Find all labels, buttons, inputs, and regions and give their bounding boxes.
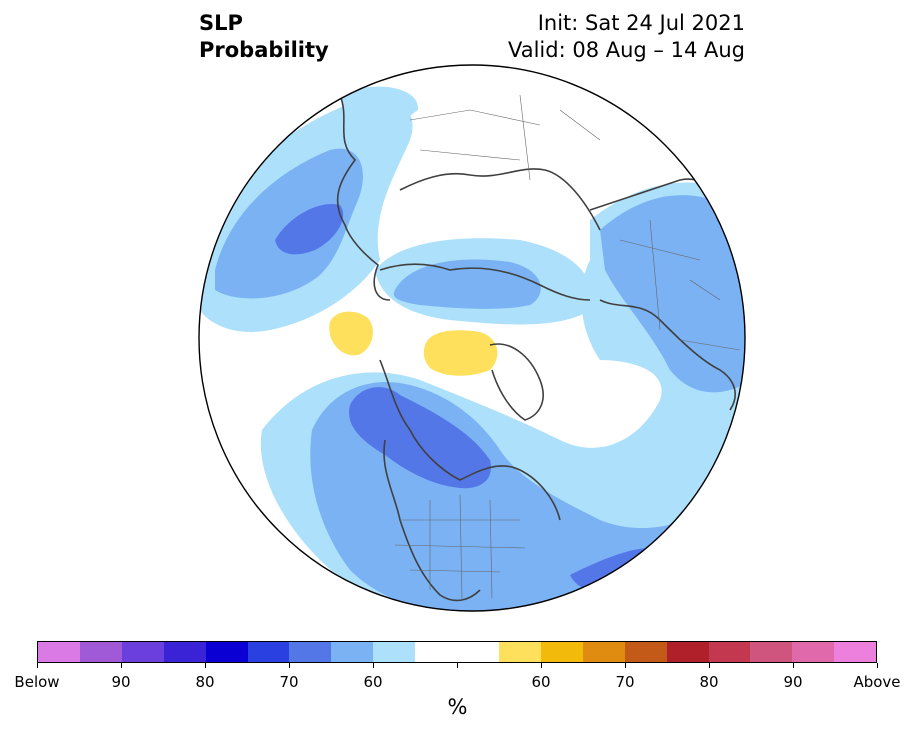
colorbar-segment [666, 642, 709, 662]
map-boundary [198, 64, 746, 612]
colorbar-tick [709, 663, 710, 668]
colorbar-tick [121, 663, 122, 668]
map-dates: Init: Sat 24 Jul 2021 Valid: 08 Aug – 14… [508, 10, 745, 64]
region-light-blue-north [340, 86, 419, 175]
colorbar-label: 90 [783, 673, 803, 691]
colorbar-segment [289, 642, 332, 662]
colorbar-tick [205, 663, 206, 668]
colorbar-segment [498, 642, 541, 662]
colorbar-segment [38, 642, 80, 662]
colorbar-label: 80 [699, 673, 719, 691]
colorbar-segment [163, 642, 206, 662]
colorbar-segment [582, 642, 625, 662]
colorbar-segment [373, 642, 416, 662]
colorbar-segment [834, 642, 877, 662]
colorbar-label: 80 [195, 673, 215, 691]
colorbar-segment [79, 642, 122, 662]
region-dark-blue-canada [349, 387, 491, 489]
colorbar-tick [877, 663, 878, 668]
colorbar-label: 70 [279, 673, 299, 691]
colorbar [37, 641, 877, 663]
colorbar-label: 90 [111, 673, 131, 691]
valid-range: Valid: 08 Aug – 14 Aug [507, 38, 745, 62]
colorbar-ticks [37, 663, 878, 669]
colorbar-label: 70 [615, 673, 635, 691]
colorbar-segment [792, 642, 835, 662]
borders [394, 94, 741, 601]
colorbar-segment [708, 642, 751, 662]
colorbar-unit: % [447, 695, 468, 719]
colorbar-label: Above [853, 673, 901, 691]
region-dark-blue-pacific [275, 204, 344, 255]
colorbar-tick [289, 663, 290, 668]
colorbar-tick [541, 663, 542, 668]
colorbar-segment [205, 642, 248, 662]
colorbar-label: 60 [363, 673, 383, 691]
colorbar-label: 60 [531, 673, 551, 691]
colorbar-tick [37, 663, 38, 668]
init-date: Init: Sat 24 Jul 2021 [537, 11, 745, 35]
region-yellow-alaska [329, 311, 373, 356]
map-title: SLP Probability [199, 10, 329, 64]
title-type: Probability [199, 38, 329, 62]
colorbar-label: Below [14, 673, 60, 691]
colorbar-segment [457, 642, 499, 662]
colorbar-segment [624, 642, 667, 662]
probability-field [199, 65, 745, 611]
colorbar-segment [247, 642, 290, 662]
colorbar-tick [373, 663, 374, 668]
colorbar-tick [793, 663, 794, 668]
colorbar-segment [750, 642, 793, 662]
colorbar-tick [625, 663, 626, 668]
polar-map [198, 64, 746, 612]
colorbar-segment [540, 642, 583, 662]
region-yellow-greenland [423, 330, 498, 376]
colorbar-segment [331, 642, 374, 662]
title-variable: SLP [199, 11, 243, 35]
colorbar-segment [415, 642, 458, 662]
colorbar-tick [457, 663, 458, 668]
colorbar-segment [121, 642, 164, 662]
colorbar-labels: Below 90 80 70 60 60 70 80 90 Above [14, 673, 900, 693]
